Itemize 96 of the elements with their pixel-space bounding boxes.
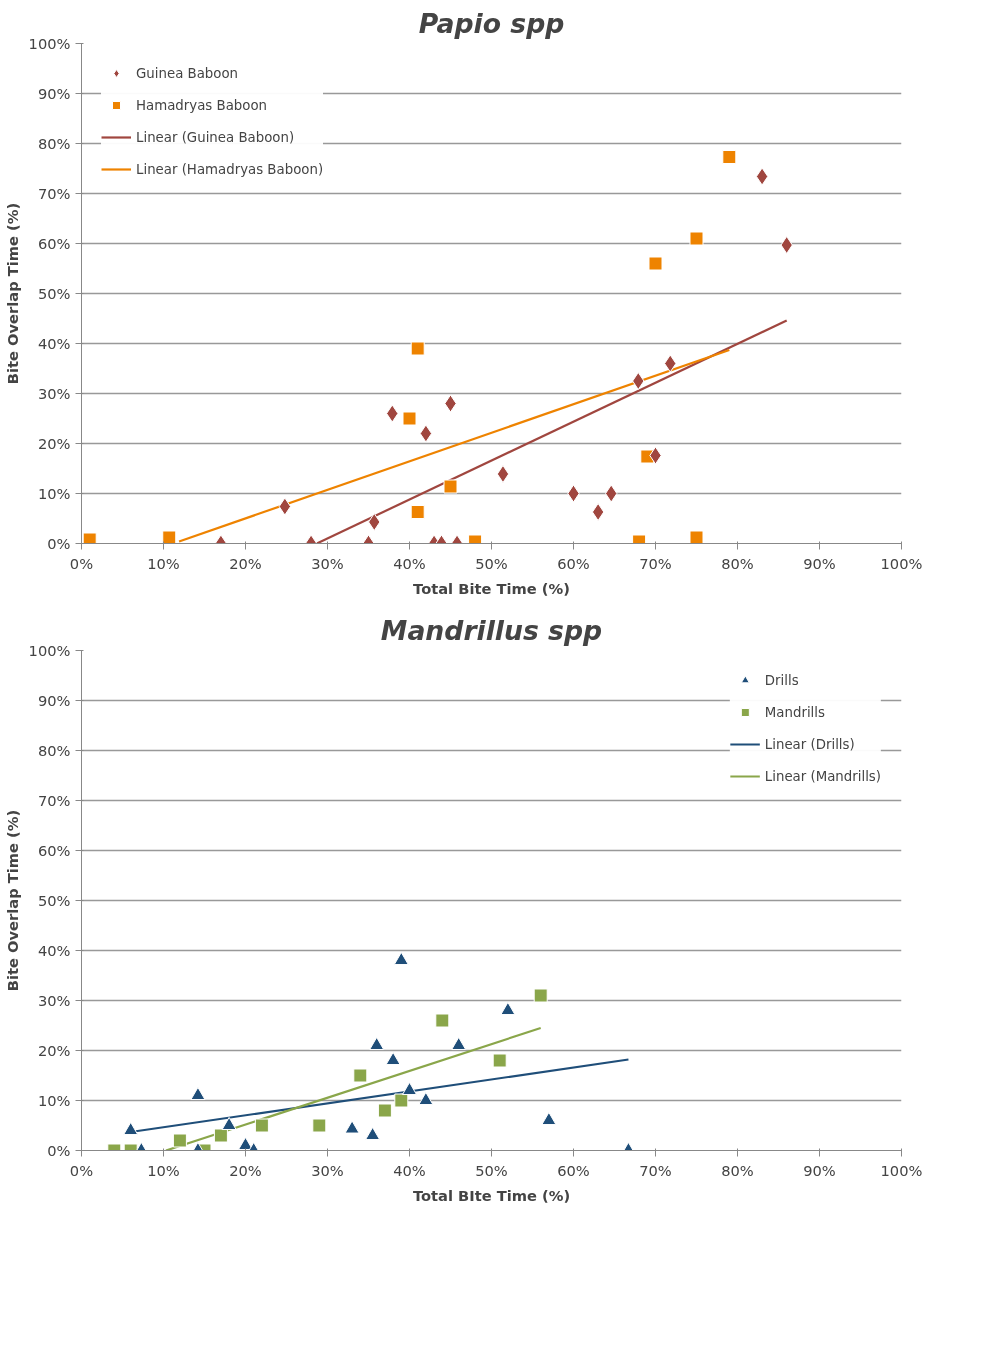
- y-tick-label: 0%: [47, 1142, 71, 1159]
- point: [385, 1051, 401, 1066]
- y-tick-label: 100%: [28, 642, 71, 659]
- point: [500, 1001, 516, 1016]
- point: [492, 1053, 507, 1068]
- point: [410, 505, 425, 519]
- x-tick-label: 10%: [147, 1161, 180, 1179]
- point: [451, 1036, 467, 1051]
- x-tick-label: 80%: [721, 554, 754, 572]
- point: [82, 532, 97, 544]
- point: [443, 479, 458, 494]
- point: [393, 951, 409, 966]
- y-tick-label: 30%: [37, 992, 71, 1009]
- x-tick-label: 100%: [880, 1161, 923, 1179]
- point: [123, 1121, 139, 1136]
- y-tick-label: 10%: [37, 485, 71, 502]
- point: [496, 465, 510, 483]
- x-tick-label: 0%: [69, 1161, 94, 1179]
- y-tick-label: 40%: [37, 335, 71, 352]
- x-axis-title: Total BIte Time (%): [412, 1186, 571, 1204]
- point: [402, 1081, 417, 1096]
- legend-label: Guinea Baboon: [136, 65, 239, 81]
- point: [419, 424, 433, 443]
- x-tick-label: 30%: [311, 554, 344, 572]
- y-tick-label: 70%: [37, 185, 71, 202]
- point: [238, 1136, 253, 1151]
- y-tick-label: 0%: [47, 535, 71, 552]
- point: [780, 236, 793, 254]
- x-tick-label: 80%: [721, 1161, 754, 1179]
- x-tick-label: 60%: [557, 1161, 590, 1179]
- point: [418, 1091, 434, 1106]
- point: [368, 513, 381, 531]
- point: [402, 411, 417, 426]
- x-tick-label: 50%: [475, 1161, 508, 1179]
- point: [221, 1116, 237, 1131]
- point: [632, 372, 645, 390]
- point: [435, 1013, 450, 1028]
- y-tick-label: 90%: [37, 692, 71, 709]
- x-tick-label: 70%: [639, 554, 672, 572]
- point: [377, 1103, 392, 1118]
- y-tick-label: 20%: [37, 435, 71, 452]
- y-axis-title: Bite Overlap Time (%): [3, 202, 21, 385]
- point: [369, 1036, 385, 1051]
- legend-label: Hamadryas Baboon: [136, 97, 268, 113]
- y-tick-label: 80%: [37, 135, 71, 152]
- legend-label: Drills: [764, 672, 799, 688]
- point: [722, 150, 737, 164]
- x-tick-label: 20%: [229, 554, 262, 572]
- x-tick-label: 40%: [393, 554, 426, 572]
- y-tick-label: 90%: [37, 85, 71, 102]
- x-tick-label: 90%: [803, 554, 836, 572]
- point: [648, 256, 663, 271]
- y-tick-label: 50%: [37, 285, 71, 302]
- legend-label: Linear (Guinea Baboon): [136, 129, 295, 145]
- x-tick-label: 10%: [147, 554, 180, 572]
- chart-title: Papio spp: [418, 7, 565, 39]
- x-tick-label: 0%: [69, 554, 94, 572]
- y-tick-label: 40%: [37, 942, 71, 959]
- y-tick-label: 10%: [37, 1092, 71, 1109]
- x-tick-label: 100%: [880, 554, 923, 572]
- legend-label: Linear (Drills): [764, 736, 855, 752]
- point: [410, 341, 425, 356]
- point: [689, 530, 704, 544]
- y-tick-label: 50%: [37, 892, 71, 909]
- legend-label: Linear (Mandrills): [764, 768, 881, 784]
- y-tick-label: 100%: [28, 35, 71, 52]
- legend-label: Mandrills: [764, 704, 825, 720]
- y-tick-label: 30%: [37, 385, 71, 402]
- x-tick-label: 70%: [639, 1161, 672, 1179]
- point: [190, 1086, 206, 1101]
- y-tick-label: 60%: [37, 842, 71, 859]
- point: [591, 503, 605, 521]
- y-tick-label: 80%: [37, 742, 71, 759]
- point: [344, 1120, 360, 1134]
- point: [533, 988, 548, 1003]
- point: [353, 1068, 368, 1083]
- x-tick-label: 40%: [393, 1161, 426, 1179]
- x-tick-label: 30%: [311, 1161, 344, 1179]
- legend-label: Linear (Hamadryas Baboon): [136, 161, 324, 177]
- x-tick-label: 20%: [229, 1161, 262, 1179]
- x-tick-label: 90%: [803, 1161, 836, 1179]
- x-axis-title: Total Bite Time (%): [413, 579, 570, 597]
- point: [755, 167, 769, 186]
- point: [541, 1111, 557, 1126]
- x-tick-label: 60%: [557, 554, 590, 572]
- y-tick-label: 60%: [37, 235, 71, 252]
- x-tick-label: 50%: [475, 554, 508, 572]
- chart-title: Mandrillus spp: [380, 614, 603, 646]
- point: [689, 231, 704, 246]
- point: [278, 497, 292, 516]
- point: [394, 1093, 409, 1108]
- point: [162, 530, 177, 544]
- y-tick-label: 70%: [37, 792, 71, 809]
- y-tick-label: 20%: [37, 1042, 71, 1059]
- y-axis-title: Bite Overlap Time (%): [3, 809, 21, 992]
- point: [365, 1126, 381, 1141]
